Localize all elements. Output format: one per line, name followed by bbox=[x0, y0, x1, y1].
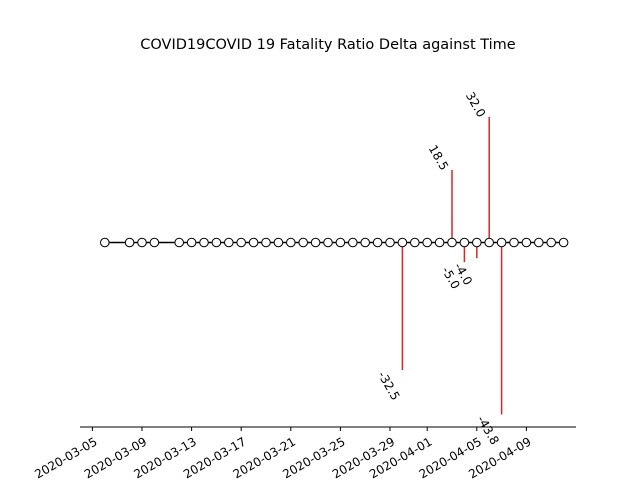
date-marker bbox=[509, 237, 519, 248]
date-marker bbox=[422, 237, 433, 248]
date-marker bbox=[248, 237, 259, 248]
date-marker bbox=[348, 237, 358, 248]
date-marker bbox=[298, 237, 309, 248]
date-marker bbox=[447, 237, 457, 248]
date-marker bbox=[534, 237, 544, 248]
date-marker bbox=[335, 237, 346, 248]
date-marker bbox=[496, 237, 507, 248]
date-marker bbox=[261, 237, 271, 248]
date-marker bbox=[546, 237, 557, 248]
date-marker bbox=[149, 237, 160, 248]
date-marker bbox=[360, 237, 371, 248]
date-marker bbox=[236, 237, 246, 248]
stems-layer bbox=[401, 116, 503, 415]
date-marker bbox=[472, 237, 482, 248]
date-marker bbox=[100, 237, 110, 248]
date-marker bbox=[137, 237, 147, 248]
date-marker bbox=[410, 237, 420, 248]
date-marker bbox=[273, 237, 284, 248]
date-marker bbox=[397, 237, 408, 248]
date-marker bbox=[484, 237, 495, 248]
date-marker bbox=[174, 237, 184, 248]
date-marker bbox=[459, 237, 470, 248]
chart-title: COVID19COVID 19 Fatality Ratio Delta aga… bbox=[140, 37, 516, 53]
date-marker bbox=[199, 237, 209, 248]
date-marker bbox=[372, 237, 383, 248]
date-marker bbox=[224, 237, 234, 248]
date-marker bbox=[186, 237, 197, 248]
date-marker bbox=[323, 237, 333, 248]
date-marker bbox=[434, 237, 445, 248]
date-marker bbox=[385, 237, 395, 248]
date-marker bbox=[521, 237, 532, 248]
date-marker bbox=[124, 237, 135, 248]
date-marker bbox=[286, 237, 296, 248]
date-marker bbox=[310, 237, 321, 248]
date-marker bbox=[558, 237, 569, 248]
date-marker bbox=[211, 237, 222, 248]
markers-layer bbox=[100, 237, 569, 248]
